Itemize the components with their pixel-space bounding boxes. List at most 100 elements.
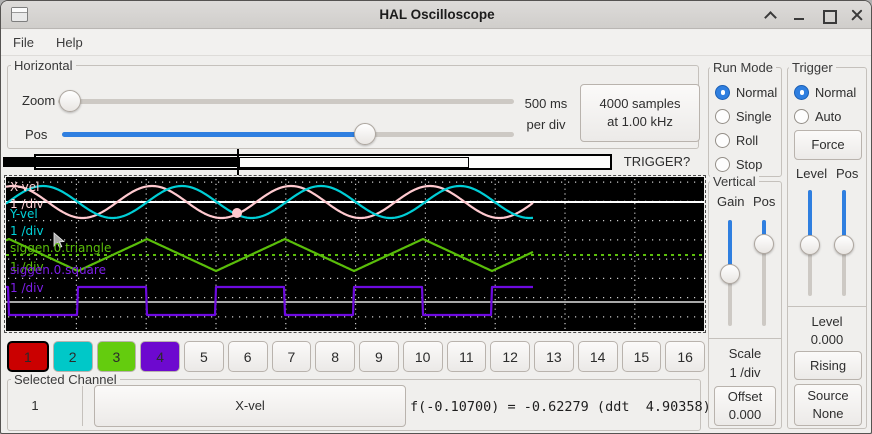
selected-channel-number: 1 [31,398,39,413]
channel-button-3[interactable]: 3 [96,341,137,372]
menu-file[interactable]: File [13,35,34,50]
trigger-level-slider[interactable] [800,186,820,300]
run-mode-single[interactable]: Single [715,107,772,125]
radio-icon[interactable] [715,132,730,148]
run-mode-group-title: Run Mode [710,60,776,75]
trigger-level-readout-value: 0.000 [810,332,844,347]
selected-channel-group: Selected Channel 1 X-vel f(-0.10700) = -… [7,372,711,431]
samples-button-line1: 4000 samples [599,96,681,111]
titlebar: HAL Oscilloscope [1,1,871,29]
zoom-label: Zoom [22,93,56,108]
vertical-pos-handle[interactable] [754,234,774,254]
samples-button[interactable]: 4000 samples at 1.00 kHz [580,84,700,142]
trigger-group: Trigger Normal Auto Force Level Pos Leve… [787,60,867,429]
menu-help[interactable]: Help [55,35,83,50]
selected-channel-separator [82,386,83,426]
mouse-cursor-icon [53,232,66,249]
trigger-pos-handle[interactable] [834,235,854,255]
channel-button-9[interactable]: 9 [359,341,399,372]
channel-button-13[interactable]: 13 [534,341,574,372]
scope-channel-label: 1 /div [10,281,44,295]
selected-sample-marker [232,208,242,218]
pos-label: Pos [25,127,48,142]
trigger-status-label: TRIGGER? [623,154,691,169]
channel-button-row: 1 2 3 4 5 6 7 8 9 10 11 12 13 14 15 16 [7,341,705,372]
samples-button-line2: at 1.00 kHz [607,114,673,129]
scope-channel-label: X-vel [10,180,40,194]
vertical-gain-label: Gain [717,194,745,209]
record-post-trigger-box [239,157,469,168]
vertical-group: Vertical Gain Pos Scale 1 /div Offset 0.… [708,174,782,429]
vertical-pos-slider[interactable] [754,214,774,332]
trigger-mode-normal[interactable]: Normal [794,83,856,101]
channel-button-8[interactable]: 8 [315,341,355,372]
radio-icon[interactable] [715,156,730,172]
scope-channel-label: 1 /div [10,197,44,211]
trigger-mode-auto[interactable]: Auto [794,107,841,125]
trigger-level-label: Level [796,166,828,181]
channel-button-16[interactable]: 16 [665,341,705,372]
time-per-div-line1: 500 ms [524,96,568,111]
channel-button-14[interactable]: 14 [577,341,618,372]
radio-icon[interactable] [715,108,730,124]
channel-button-4[interactable]: 4 [140,341,180,372]
scope-channel-label: siggen.0.square [10,263,106,277]
time-per-div: 500 ms per div [514,93,578,135]
channel-button-1[interactable]: 1 [7,341,49,372]
radio-icon[interactable] [794,108,809,124]
trigger-pos-label: Pos [836,166,859,181]
scope-svg [6,179,704,329]
scope-display[interactable]: X-vel 1 /div Y-vel 1 /div siggen.0.triangle 1… [6,177,704,331]
shade-window-icon[interactable] [764,9,776,21]
trigger-edge-button[interactable]: Rising [794,351,862,380]
channel-source-button[interactable]: X-vel [94,385,406,427]
trigger-pos-slider[interactable] [834,186,854,300]
trigger-level-readout-label: Level [811,314,843,329]
vertical-scale-value: 1 /div [729,365,761,380]
pos-slider-handle[interactable] [354,123,376,145]
run-mode-stop[interactable]: Stop [715,155,762,173]
scope-channel-label: siggen.0.triangle [10,241,112,255]
channel-readout: f(-0.10700) = -0.62279 (ddt 4.90358) [410,399,711,415]
radio-selected-icon[interactable] [715,84,730,100]
trigger-position-marker[interactable] [237,149,239,175]
scope-channel-label: 1 /div [10,224,44,238]
force-button[interactable]: Force [794,130,862,160]
trigger-level-handle[interactable] [800,235,820,255]
radio-selected-icon[interactable] [794,84,809,100]
channel-button-15[interactable]: 15 [621,341,662,372]
vertical-gain-slider[interactable] [720,214,740,332]
channel-button-10[interactable]: 10 [402,341,443,372]
scope-channel-label: 1 /div [10,260,44,274]
trigger-source-button[interactable]: Source None [794,384,862,426]
offset-button[interactable]: Offset 0.000 [714,386,776,426]
channel-button-7[interactable]: 7 [271,341,312,372]
selected-channel-group-title: Selected Channel [11,372,120,387]
vertical-pos-label: Pos [753,194,776,209]
vertical-gain-handle[interactable] [720,264,740,284]
maximize-icon[interactable] [822,9,837,24]
channel-button-2[interactable]: 2 [52,341,93,372]
app-icon [11,7,28,22]
vertical-scale-label: Scale [728,346,762,361]
zoom-slider-handle[interactable] [59,90,81,112]
menubar: File Help [1,30,871,56]
channel-button-12[interactable]: 12 [490,341,530,372]
window-title: HAL Oscilloscope [379,7,495,22]
run-mode-normal[interactable]: Normal [715,83,777,101]
vertical-separator [709,338,781,339]
pos-slider-fill [62,132,365,137]
horizontal-group: Horizontal Zoom Pos 500 ms per div 4000 … [7,58,700,149]
close-icon[interactable] [851,9,863,21]
zoom-slider-track[interactable] [58,99,514,104]
channel-button-11[interactable]: 11 [446,341,487,372]
run-mode-roll[interactable]: Roll [715,131,758,149]
scope-channel-label: Y-vel [10,207,38,221]
run-mode-group: Run Mode Normal Single Roll Stop [708,60,782,177]
vertical-group-title: Vertical [710,174,759,189]
channel-button-6[interactable]: 6 [227,341,268,372]
trigger-separator [788,306,866,307]
minimize-icon[interactable] [793,9,805,21]
channel-button-5[interactable]: 5 [184,341,224,372]
